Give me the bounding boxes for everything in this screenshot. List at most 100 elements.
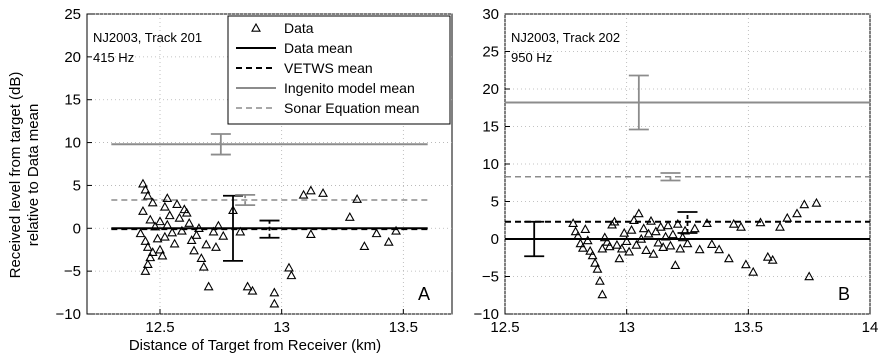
x-axis-label: Distance of Target from Receiver (km) (129, 337, 381, 354)
panel-b-data-point (575, 238, 586, 248)
panel-a-data-point (172, 199, 182, 209)
panel-a-data-point (203, 281, 214, 291)
panel-b-data-point (638, 223, 649, 233)
panel-b-data-point (573, 230, 583, 240)
panel-a-y-tick-label: 15 (64, 92, 81, 109)
panel-b-data-point (694, 244, 705, 254)
panel-a-data-point (176, 225, 187, 235)
panel-a-x-tick-label: 13.5 (389, 319, 418, 336)
panel-a-data-point (186, 235, 197, 245)
panel-a-y-tick-label: 25 (64, 6, 81, 23)
panel-b-data-point (799, 199, 810, 209)
panel-b-y-tick-label: −5 (482, 269, 499, 286)
panel-a-data-point (159, 231, 170, 241)
panel-a-data-point (344, 212, 355, 221)
panel-b-data-point (641, 245, 652, 254)
panel-a-y-tick-label: 20 (64, 49, 81, 66)
panel-b-data-point (614, 253, 625, 263)
panel-a-error-bar (210, 133, 231, 156)
panel-b-data-point (811, 197, 822, 207)
y-axis-label: Received level from target (dB) relative… (7, 72, 42, 279)
panel-a-data-point (193, 223, 204, 233)
panel-b-data-point (740, 259, 751, 269)
panel-a-data-point (147, 247, 158, 257)
panel-a-data-point (201, 239, 212, 249)
panel-b-ticks: 12.5 13 13.5 14 −10 −5 0 5 10 15 20 25 30 (474, 6, 879, 336)
panel-b-data-points (568, 197, 822, 299)
panel-a-data-point (169, 238, 180, 248)
panel-a-data-point (174, 212, 185, 222)
panel-b-data-point (646, 215, 656, 225)
panel-b-data-point (619, 227, 630, 237)
panel-b-data-point (604, 241, 615, 251)
panel-a-data-point (167, 227, 178, 237)
panel-b-data-point (804, 271, 815, 281)
panel-a-data-point (242, 281, 253, 291)
panel-b-data-point (607, 219, 618, 229)
panel-b-data-point (602, 236, 613, 246)
panel-a-data-point (305, 185, 316, 195)
panel-b-data-point (706, 239, 717, 248)
legend-entry: Data mean (236, 40, 352, 56)
panel-b-x-tick-label: 13 (618, 319, 635, 336)
panel-a-data-point (211, 242, 221, 251)
panel-a-data-point (371, 228, 382, 238)
panel-a-x-tick-label: 13 (273, 319, 290, 336)
panel-b-error-bar (628, 74, 649, 131)
panel-b-annotation-line-2: 950 Hz (511, 50, 552, 65)
panel-a-data-point (145, 214, 156, 224)
panel-b-data-point (728, 218, 739, 228)
panel-b-data-point (650, 226, 661, 236)
panel-b-y-tick-label: −10 (474, 306, 499, 323)
panel-b-data-point (782, 212, 793, 222)
panel-a-y-tick-label: 5 (73, 177, 81, 194)
panel-b-y-tick-label: 30 (482, 6, 499, 23)
panel-b-data-point (748, 266, 759, 276)
panel-b-data-point (736, 221, 746, 231)
panel-a-error-bar (259, 219, 280, 239)
panel-b-data-point (670, 260, 681, 270)
panel-b: 12.5 13 13.5 14 −10 −5 0 5 10 15 20 25 30 NJ2003, Tr… (474, 6, 879, 336)
panel-a-data-point (140, 184, 151, 194)
panel-b-data-point (633, 208, 644, 218)
panel-a-data-point (142, 190, 153, 200)
panel-a-data-point (164, 210, 175, 220)
panel-a-data-point (142, 259, 153, 269)
panel-b-data-point (599, 232, 610, 242)
panel-a-data-point (140, 266, 151, 275)
panel-a-data-point (286, 270, 297, 280)
panel-b-data-point (702, 218, 712, 227)
panel-a-y-tick-label: 0 (73, 220, 81, 237)
legend-label: VETWS mean (284, 60, 373, 76)
panel-a-data-point (135, 228, 146, 238)
panel-b-data-point (597, 243, 608, 253)
legend-label: Ingenito model mean (284, 80, 415, 96)
panel-a-data-point (140, 236, 151, 245)
panel-b-data-point (682, 238, 693, 248)
panel-b-data-point (677, 232, 688, 242)
panel-a-data-point (155, 216, 165, 226)
panel-a-frame (86, 13, 453, 315)
panel-a-data-point (162, 193, 173, 203)
panel-b-data-point (582, 235, 593, 245)
panel-a-error-bar (235, 193, 256, 207)
panel-b-y-tick-label: 5 (491, 194, 499, 211)
panel-a-data-point (181, 207, 192, 217)
panel-a-letter: A (418, 284, 430, 304)
panel-b-data-point (663, 220, 673, 230)
panel-a-data-point (352, 194, 363, 203)
panel-a-data-point (196, 253, 207, 263)
panel-b-data-point (775, 221, 785, 231)
panel-b-data-point (672, 218, 683, 228)
legend-box (227, 15, 451, 125)
panel-b-error-bar (524, 220, 545, 258)
panel-a: 12.5 13 13.5 −10 −5 0 5 10 15 20 25 NJ2003, Track … (56, 6, 453, 336)
panel-b-data-point (660, 231, 671, 241)
panel-a-data-point (191, 230, 202, 239)
panel-b-data-point (626, 224, 637, 234)
legend-label: Sonar Equation mean (284, 100, 419, 116)
panel-b-data-point (665, 240, 676, 250)
y-axis-label-line-2: relative to Data mean (25, 104, 42, 247)
legend-entry: Ingenito model mean (236, 80, 415, 96)
panel-b-x-tick-label: 12.5 (490, 319, 519, 336)
